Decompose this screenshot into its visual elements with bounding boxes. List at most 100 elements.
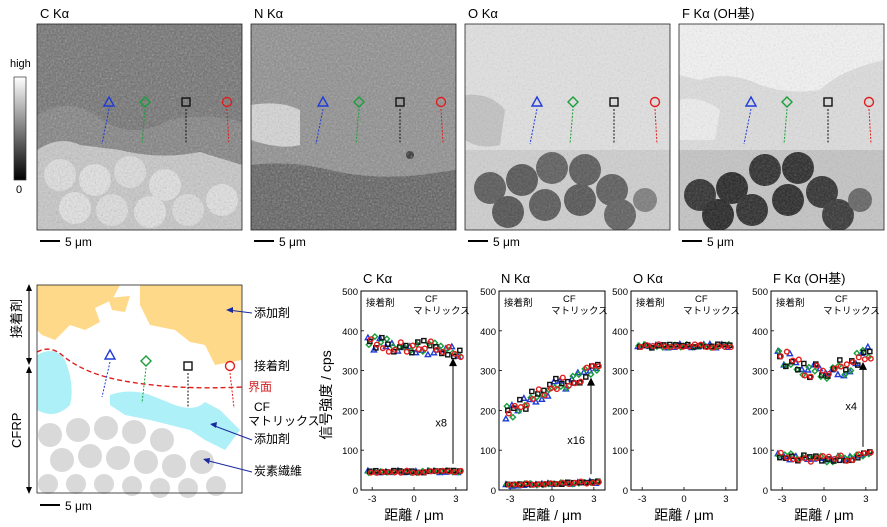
- data-point-circle: [801, 372, 808, 379]
- y-tick-label: 100: [752, 446, 768, 457]
- scalebar-c: 5 μm: [65, 235, 92, 249]
- y-axis-label: 信号強度 / cps: [318, 350, 334, 439]
- map-label-c: C Kα: [40, 6, 70, 21]
- data-point-circle: [559, 479, 566, 486]
- data-point-circle: [709, 344, 716, 351]
- y-tick-label: 500: [612, 287, 628, 298]
- schematic-marker-triangle: [103, 348, 117, 360]
- y-tick-label: 200: [342, 406, 358, 417]
- data-point-circle: [439, 348, 446, 355]
- data-point-circle: [379, 345, 386, 352]
- data-point-circle: [541, 392, 548, 399]
- map-marker-triangle: [102, 95, 116, 107]
- data-point-diamond: [593, 366, 601, 374]
- data-point-diamond: [581, 365, 589, 373]
- data-point-circle: [367, 336, 374, 343]
- data-point-circle: [831, 455, 838, 463]
- x-tick-label: -3: [638, 494, 646, 505]
- region-label-adhesive: 接着剤: [366, 297, 395, 309]
- data-point-square: [415, 339, 421, 345]
- data-point-circle: [385, 348, 392, 355]
- x-tick-label: 3: [723, 494, 728, 505]
- data-point-circle: [783, 454, 790, 461]
- profile-line-diamond: [141, 108, 146, 145]
- map-f: [679, 24, 884, 230]
- data-point-square: [589, 479, 595, 485]
- data-point-circle: [427, 338, 434, 345]
- data-point-circle: [565, 382, 572, 389]
- scalebar-o: 5 μm: [493, 235, 520, 249]
- data-point-circle: [547, 480, 554, 487]
- data-point-triangle: [532, 397, 540, 405]
- data-point-circle: [541, 480, 548, 487]
- data-point-circle: [571, 380, 578, 387]
- data-point-circle: [415, 346, 422, 353]
- data-point-diamond: [841, 371, 849, 379]
- schematic-markers: [101, 348, 236, 409]
- data-point-circle: [837, 363, 844, 370]
- schematic-line-circle: [229, 372, 235, 409]
- data-point-circle: [565, 480, 572, 488]
- data-point-diamond: [377, 338, 385, 346]
- data-point-square: [379, 334, 385, 341]
- data-point-circle: [457, 354, 464, 361]
- data-point-square: [445, 351, 451, 358]
- data-point-square: [795, 457, 801, 464]
- data-point-circle: [529, 481, 536, 488]
- x-tick-label: -3: [778, 494, 786, 505]
- label-additive-bottom: 添加剤: [254, 431, 290, 446]
- label-interface: 界面: [248, 380, 272, 394]
- data-point-circle: [861, 356, 868, 363]
- data-point-circle: [517, 482, 524, 489]
- data-point-circle: [391, 469, 398, 476]
- data-point-circle: [517, 404, 524, 411]
- data-point-square: [403, 342, 409, 349]
- profile-line-triangle: [315, 108, 324, 145]
- data-point-circle: [529, 395, 536, 403]
- data-point-circle: [819, 453, 826, 460]
- x-axis-label: 距離 / μm: [654, 507, 713, 523]
- data-point-circle: [807, 458, 814, 465]
- multiplier-label: x8: [435, 418, 447, 430]
- data-point-diamond: [575, 370, 583, 379]
- y-tick-label: 0: [763, 486, 768, 497]
- schematic: [36, 284, 243, 498]
- y-tick-label: 500: [342, 287, 358, 298]
- data-point-square: [855, 362, 861, 368]
- data-point-circle: [385, 469, 392, 476]
- data-point-square: [457, 347, 463, 354]
- data-point-triangle: [834, 370, 842, 378]
- data-point-triangle: [502, 414, 510, 422]
- data-point-square: [849, 358, 855, 364]
- side-label-cfrp: CFRP: [9, 413, 24, 448]
- region-label-matrix: マトリックス: [823, 306, 880, 317]
- data-point-circle: [795, 456, 802, 463]
- profile-line-diamond: [783, 108, 788, 145]
- profile-line-triangle: [743, 108, 752, 145]
- data-point-square: [553, 375, 559, 382]
- map-marker-circle: [863, 96, 875, 108]
- schematic-annotations: 添加剤 接着剤 界面 CF マトリックス 添加剤 炭素繊維 5 μm: [40, 305, 320, 513]
- data-point-circle: [409, 342, 416, 349]
- y-tick-label: 500: [752, 287, 768, 298]
- data-point-square: [373, 345, 379, 351]
- data-point-circle: [643, 342, 650, 349]
- map-marker-circle: [435, 96, 447, 108]
- data-point-circle: [583, 480, 590, 487]
- map-label-n: N Kα: [254, 6, 284, 21]
- data-point-square: [397, 344, 403, 350]
- map-marker-square: [181, 97, 191, 107]
- data-point-circle: [843, 361, 850, 368]
- y-tick-label: 300: [612, 367, 628, 378]
- data-point-circle: [547, 385, 554, 392]
- data-point-square: [583, 479, 589, 486]
- label-adhesive: 接着剤: [254, 358, 290, 373]
- data-point-circle: [391, 346, 398, 353]
- data-point-square: [789, 358, 795, 365]
- data-point-diamond: [509, 413, 517, 421]
- y-tick-label: 400: [612, 327, 628, 338]
- map-marker-circle: [221, 96, 233, 108]
- schematic-marker-square: [183, 361, 193, 371]
- y-tick-label: 200: [752, 406, 768, 417]
